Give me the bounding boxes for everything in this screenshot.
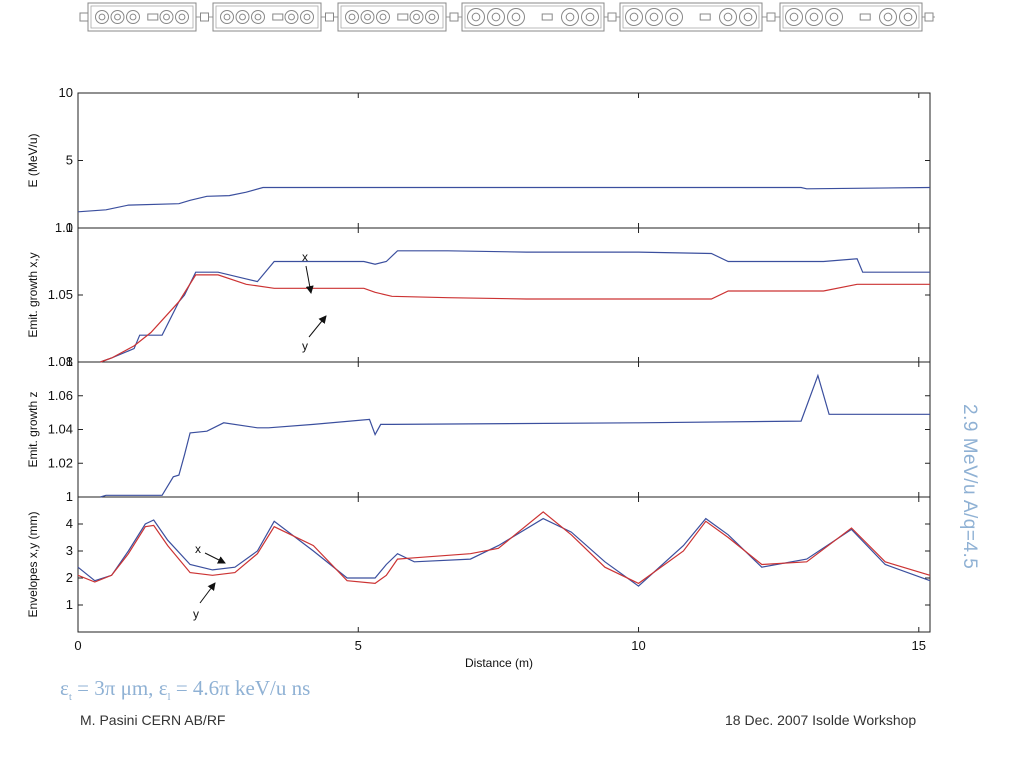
accelerator-lattice-diagram bbox=[79, 2, 935, 32]
panel-4-ytick-label: 3 bbox=[66, 543, 73, 558]
xtick-label: 5 bbox=[355, 638, 362, 653]
panel-2-ytick-label: 1 bbox=[66, 354, 73, 369]
panel-3-ytick-label: 1 bbox=[66, 489, 73, 504]
panel-2-series-y bbox=[100, 274, 930, 363]
emit-x-arrow bbox=[305, 265, 314, 294]
panel-2-frame bbox=[77, 227, 931, 363]
annotation-layer: x y x y bbox=[193, 250, 327, 621]
panel-3-ylabel: Emit. growth z bbox=[26, 391, 40, 467]
panel-2-ytick-label: 1.05 bbox=[48, 287, 73, 302]
xtick-label: 0 bbox=[74, 638, 81, 653]
envelope-x-label: x bbox=[195, 542, 201, 556]
envelope-x-arrow bbox=[204, 552, 226, 564]
emittance-note: εt = 3π μm, εl = 4.6π keV/u ns bbox=[60, 676, 310, 703]
panel-1-ylabel: E (MeV/u) bbox=[26, 133, 40, 187]
panel-4-ylabel: Envelopes x,y (mm) bbox=[26, 511, 40, 617]
series-layer bbox=[77, 186, 931, 587]
panel-4-frame bbox=[77, 496, 931, 633]
panel-4-series-x bbox=[77, 517, 931, 587]
emittance-eps-t: ε bbox=[60, 676, 69, 700]
cryomodule-1 bbox=[87, 2, 197, 32]
panel-2-ytick-label: 1.1 bbox=[55, 220, 73, 235]
cryomodule-4 bbox=[461, 2, 605, 32]
panel-1-ytick-label: 0 bbox=[66, 220, 73, 235]
panel-3-ytick-label: 1.04 bbox=[48, 422, 73, 437]
panel-4-ytick-label: 1 bbox=[66, 597, 73, 612]
panel-2-series-x bbox=[100, 250, 930, 363]
cryomodule-2 bbox=[212, 2, 322, 32]
panel-3-ytick-label: 1.08 bbox=[48, 354, 73, 369]
emittance-mid-1: = 3π μm, bbox=[71, 676, 159, 700]
emit-x-label: x bbox=[302, 250, 308, 264]
panel-4-ytick-label: 4 bbox=[66, 516, 73, 531]
panel-4-ytick-label: 2 bbox=[66, 570, 73, 585]
xtick-label: 15 bbox=[912, 638, 926, 653]
panel-4-series-y bbox=[77, 511, 931, 585]
emittance-eps-l: ε bbox=[158, 676, 168, 700]
x-axis-label: Distance (m) bbox=[465, 656, 533, 670]
xtick-label: 10 bbox=[631, 638, 645, 653]
envelope-y-arrow bbox=[199, 582, 216, 604]
footer-author: M. Pasini CERN AB/RF bbox=[80, 712, 226, 728]
beam-energy-note: 2.9 MeV/u A/q=4.5 bbox=[959, 404, 980, 570]
panel-3-ytick-label: 1.06 bbox=[48, 388, 73, 403]
envelope-y-label: y bbox=[193, 607, 199, 621]
emit-y-arrow bbox=[308, 315, 327, 338]
emittance-mid-2: = 4.6π keV/u ns bbox=[170, 676, 311, 700]
emittance-t-subscript: t bbox=[68, 691, 72, 704]
panel-3-ytick-label: 1.02 bbox=[48, 455, 73, 470]
emittance-l-subscript: l bbox=[167, 691, 171, 704]
cryomodule-5 bbox=[619, 2, 763, 32]
panel-3-frame bbox=[77, 361, 931, 498]
cryomodule-3 bbox=[337, 2, 447, 32]
footer-event: 18 Dec. 2007 Isolde Workshop bbox=[725, 712, 917, 728]
panel-3-series-line bbox=[100, 373, 930, 498]
panel-2-ylabel: Emit. growth x,y bbox=[26, 252, 40, 337]
emit-y-label: y bbox=[302, 339, 308, 353]
cryomodule-6 bbox=[779, 2, 923, 32]
panel-1-ytick-label: 5 bbox=[66, 153, 73, 168]
panel-1-ytick-label: 10 bbox=[59, 85, 73, 100]
panel-1-frame bbox=[77, 92, 931, 229]
panel-1-series-line bbox=[77, 186, 931, 213]
